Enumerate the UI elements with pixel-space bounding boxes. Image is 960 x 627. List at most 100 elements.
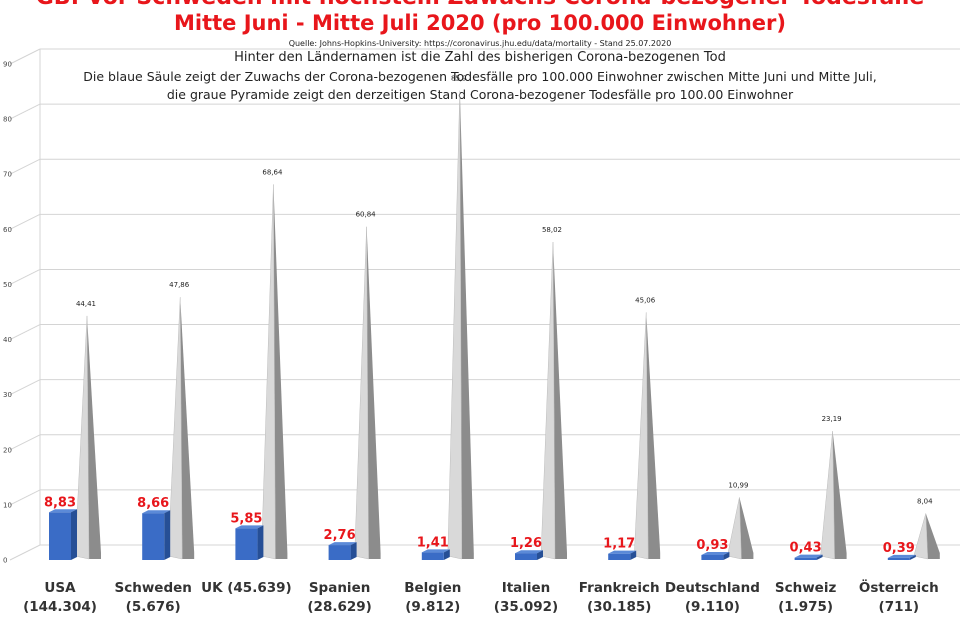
bar-mark	[142, 513, 165, 560]
bar-top	[701, 551, 730, 555]
bar-top	[142, 510, 171, 514]
pyramid-value-label: 60,84	[356, 211, 377, 219]
pyramid-value-label: 44,41	[76, 300, 96, 308]
bar-value-label: 1,17	[603, 537, 635, 552]
category-label: Italien	[502, 580, 551, 596]
bar-mark	[701, 554, 724, 560]
y-tick-label: 80	[3, 116, 12, 124]
pyramid-value-label: 68,64	[262, 168, 283, 176]
category-count-label: (9.812)	[405, 599, 460, 615]
bar-value-label: 0,93	[696, 538, 728, 553]
subtitle-line2: Die blaue Säule zeigt der Zuwachs der Co…	[83, 69, 877, 84]
subtitle-line1: Hinter den Ländernamen ist die Zahl des …	[234, 50, 726, 65]
subtitle-line3: die graue Pyramide zeigt den derzeitigen…	[166, 87, 794, 102]
category-label: Österreich	[859, 578, 939, 596]
gridline-wall	[9, 213, 41, 230]
pyramid-mark	[913, 513, 929, 560]
bar-value-label: 5,85	[230, 511, 262, 526]
source-note: Quelle: Johns-Hopkins-University: https:…	[288, 39, 672, 48]
category-count-label: (5.676)	[126, 599, 181, 615]
pyramid-value-label: 8,04	[917, 497, 933, 505]
gridline-wall	[9, 544, 41, 561]
bar-side	[537, 550, 543, 560]
y-tick-label: 0	[3, 557, 7, 565]
y-tick-label: 30	[3, 391, 12, 399]
bar-top	[887, 554, 916, 558]
bar-side	[71, 509, 77, 560]
bar-side	[723, 551, 730, 560]
bar-mark	[887, 557, 910, 560]
pyramid-shade	[739, 497, 754, 559]
category-labels: 44,41 8,83 USA (144.304) 47,86 8,66 Schweden (5…	[23, 75, 939, 615]
bar-value-label: 0,39	[883, 541, 915, 556]
y-tick-label: 50	[3, 281, 12, 289]
bar-side	[909, 554, 916, 560]
gridline-wall	[9, 268, 41, 285]
y-tick-label: 70	[3, 171, 12, 179]
pyramid-value-label: 47,86	[169, 281, 190, 289]
bar-top	[235, 525, 264, 529]
pyramid-shade	[646, 312, 661, 559]
pyramid-mark	[633, 312, 649, 560]
chart-title-line1: GB: Vor Schweden mit höchstem Zuwachs Co…	[0, 0, 960, 9]
bar-side	[350, 542, 357, 560]
bar-mark	[235, 528, 258, 560]
bar-value-label: 8,66	[137, 496, 169, 511]
bar-top	[608, 550, 637, 554]
bar-top	[794, 554, 823, 558]
gridline-wall	[9, 489, 41, 506]
category-label: Deutschland	[665, 580, 760, 596]
bar-value-label: 1,26	[510, 536, 542, 551]
category-label: Spanien	[309, 580, 371, 596]
bar-top	[328, 542, 357, 546]
pyramid-shade	[180, 297, 195, 559]
category-label: Frankreich	[579, 580, 660, 596]
bar-mark	[608, 553, 631, 560]
pyramid-mark	[261, 184, 276, 560]
pyramid-mark	[727, 497, 742, 560]
pyramid-mark	[74, 315, 90, 560]
bar-side	[164, 510, 171, 560]
gridline-wall	[9, 379, 41, 396]
category-count-label: (144.304)	[23, 599, 97, 615]
y-tick-label: 10	[3, 501, 12, 509]
y-tick-label: 40	[3, 336, 12, 344]
bar-mark	[794, 557, 817, 560]
bar-value-label: 8,83	[44, 495, 76, 510]
y-tick-label: 90	[3, 61, 12, 69]
pyramid-shade	[553, 242, 567, 559]
bar-mark	[49, 512, 71, 560]
category-label: Belgien	[404, 580, 461, 596]
category-count-label: (711)	[879, 599, 920, 615]
bar-mark	[421, 552, 444, 560]
category-count-label: (30.185)	[587, 599, 651, 615]
category-label: UK (45.639)	[201, 580, 292, 596]
y-axis-ticks: 0 10 20 30 40 50 60 70 80 90	[3, 61, 12, 565]
chart-title-line2: Mitte Juni - Mitte Juli 2020 (pro 100.00…	[173, 11, 787, 35]
gridline-wall	[9, 434, 41, 451]
bar-value-label: 1,41	[417, 535, 449, 550]
gridline-wall	[9, 103, 41, 120]
bar-top	[421, 549, 450, 553]
category-label: USA	[44, 580, 76, 596]
bar-mark	[328, 545, 351, 560]
bar-top	[515, 550, 543, 554]
pyramid-value-label: 45,06	[635, 296, 656, 304]
gridline-wall	[9, 324, 41, 341]
pyramid-shade	[87, 315, 101, 559]
chart-marks	[49, 90, 940, 560]
pyramid-shade	[366, 226, 381, 559]
pyramid-mark	[447, 90, 463, 560]
pyramid-shade	[273, 184, 288, 559]
bar-side	[443, 549, 450, 560]
pyramid-mark	[820, 431, 835, 560]
bar-side	[816, 554, 823, 560]
gridline-wall	[9, 48, 41, 65]
pyramid-value-label: 23,19	[822, 415, 842, 423]
bar-value-label: 0,43	[790, 541, 822, 556]
pyramid-shade	[925, 513, 940, 559]
pyramid-mark	[540, 242, 556, 560]
bar-side	[630, 550, 637, 560]
grid-lines	[9, 48, 960, 561]
